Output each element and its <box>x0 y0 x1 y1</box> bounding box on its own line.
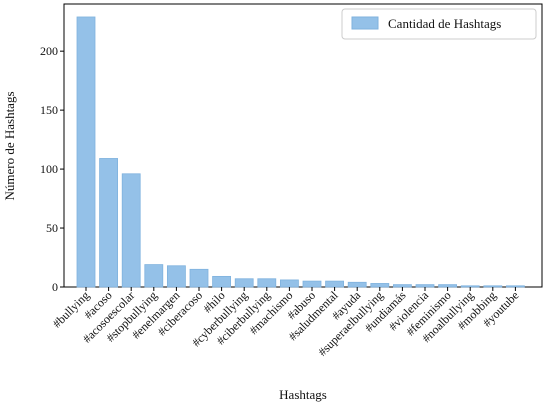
bar <box>505 285 525 288</box>
bar <box>212 275 232 288</box>
bar <box>257 278 277 288</box>
y-tick-label: 0 <box>52 280 58 294</box>
y-tick-label: 200 <box>40 44 58 58</box>
bar <box>460 285 480 288</box>
x-axis-ticks: #bullying#acoso#acosoescolar#stopbullyin… <box>50 287 522 359</box>
bar <box>144 264 164 288</box>
bar <box>302 280 322 288</box>
y-tick-label: 100 <box>40 162 58 176</box>
bar <box>121 173 141 288</box>
y-tick-label: 150 <box>40 103 58 117</box>
y-axis-label: Número de Hashtags <box>2 91 17 200</box>
bar <box>347 281 367 288</box>
bar <box>370 283 390 288</box>
legend: Cantidad de Hashtags <box>341 8 537 40</box>
bar <box>415 284 435 288</box>
bar <box>279 279 299 288</box>
legend-box <box>341 8 537 40</box>
legend-swatch <box>351 16 379 30</box>
bar <box>76 16 96 288</box>
bar <box>392 284 412 288</box>
bar <box>99 158 118 288</box>
y-tick-label: 50 <box>46 221 58 235</box>
x-axis-label: Hashtags <box>279 387 327 402</box>
bar <box>234 278 254 288</box>
bar <box>325 280 345 288</box>
legend-label: Cantidad de Hashtags <box>388 16 501 31</box>
bar <box>189 268 209 288</box>
bars-group <box>76 16 525 288</box>
bar <box>166 265 186 288</box>
bar <box>483 285 503 288</box>
y-axis-ticks: 0 50 100 150 200 <box>40 44 64 294</box>
plot-area <box>63 3 543 288</box>
bar <box>438 284 458 288</box>
